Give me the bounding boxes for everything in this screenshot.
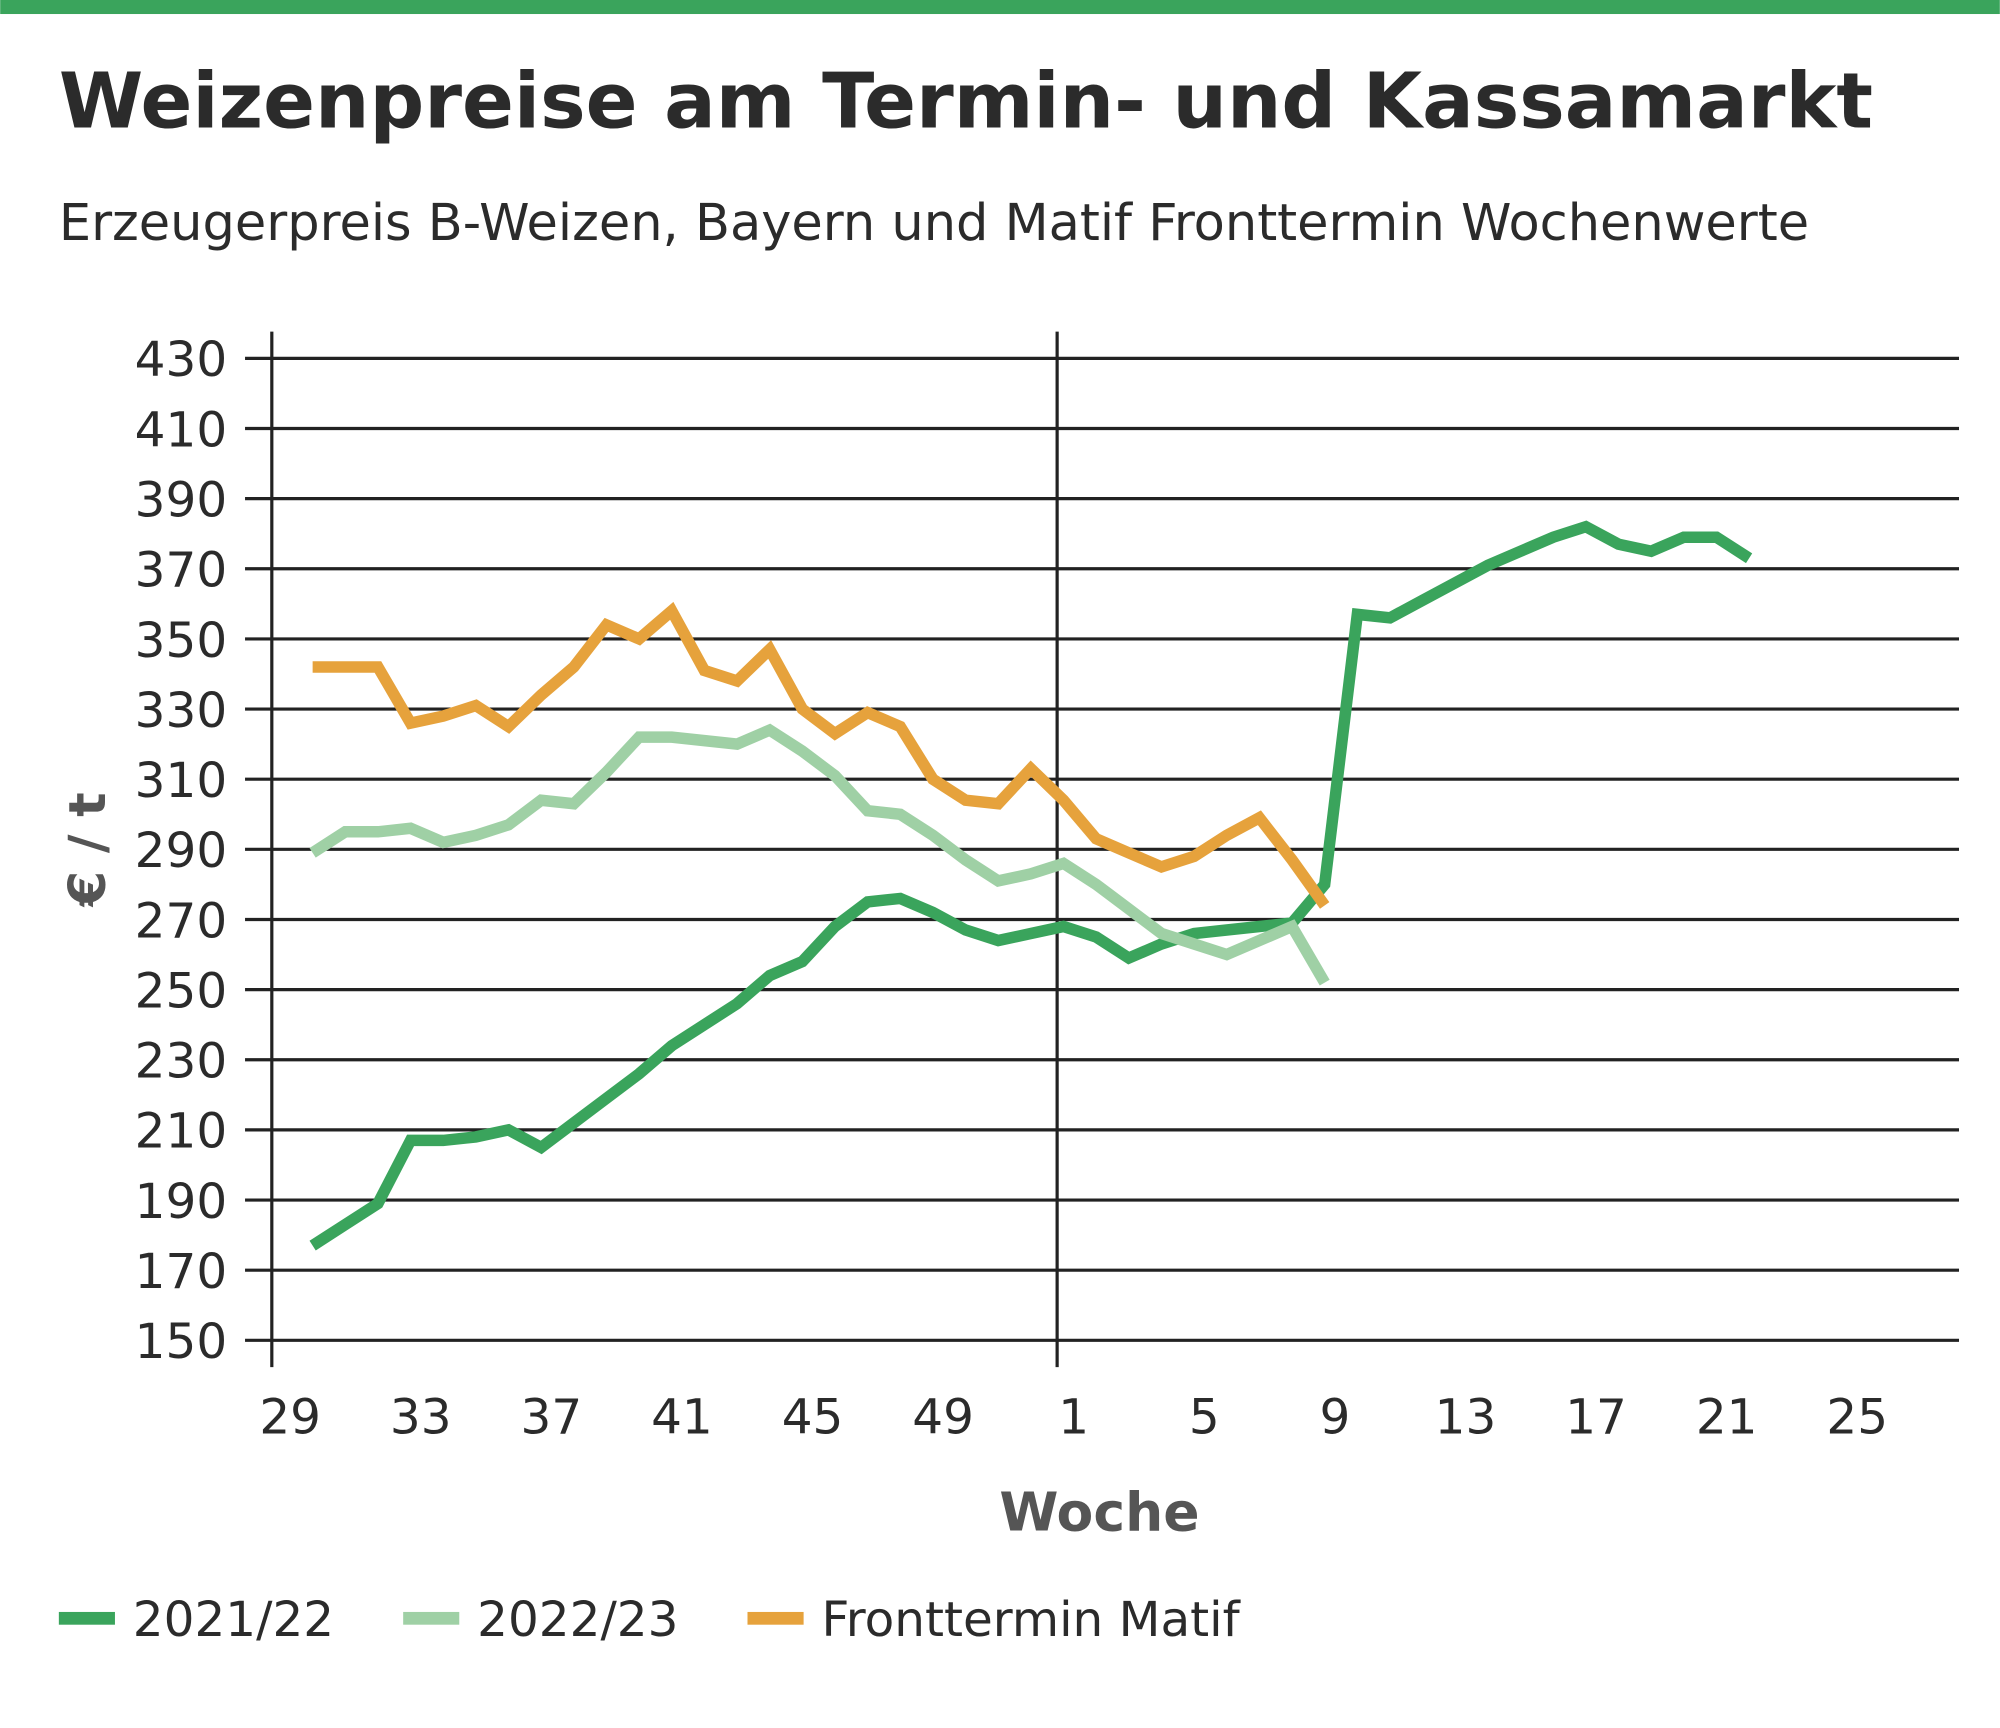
y-tick-label: 170 (135, 1244, 227, 1300)
y-tick-label: 350 (135, 613, 227, 669)
legend-label: 2022/23 (477, 1592, 678, 1648)
x-tick-label: 49 (912, 1389, 974, 1445)
x-tick-label: 17 (1565, 1389, 1627, 1445)
series-line (309, 723, 1330, 986)
chart-title: Weizenpreise am Termin- und Kassamarkt (59, 58, 1873, 147)
x-tick-label: 5 (1189, 1389, 1220, 1445)
x-tick-label: 41 (651, 1389, 713, 1445)
y-tick-label: 410 (135, 402, 227, 458)
y-tick-label: 430 (135, 332, 227, 388)
x-tick-label: 13 (1435, 1389, 1497, 1445)
x-tick-label: 21 (1696, 1389, 1758, 1445)
y-tick-label: 290 (135, 823, 227, 879)
x-tick-label: 45 (782, 1389, 844, 1445)
y-axis-label: € / t (59, 792, 118, 907)
x-tick-label: 37 (521, 1389, 583, 1445)
legend-swatch (58, 1611, 115, 1625)
legend-swatch (747, 1611, 804, 1625)
x-tick-label: 25 (1826, 1389, 1888, 1445)
y-tick-label: 230 (135, 1034, 227, 1090)
x-tick-label: 33 (390, 1389, 452, 1445)
y-tick-label: 330 (135, 683, 227, 739)
series-line (312, 601, 1330, 909)
legend-label: Fronttermin Matif (821, 1592, 1240, 1648)
legend-label: 2021/22 (133, 1592, 334, 1648)
y-tick-label: 150 (135, 1314, 227, 1370)
x-axis-label: Woche (999, 1480, 1199, 1543)
legend-swatch (403, 1611, 460, 1625)
x-tick-label: 1 (1058, 1389, 1089, 1445)
x-tick-label: 29 (259, 1389, 321, 1445)
y-tick-label: 370 (135, 543, 227, 599)
y-tick-label: 210 (135, 1104, 227, 1160)
y-tick-label: 390 (135, 472, 227, 528)
chart-subtitle: Erzeugerpreis B-Weizen, Bayern und Matif… (59, 194, 1809, 253)
x-tick-label: 9 (1319, 1389, 1350, 1445)
top-bar (0, 0, 2000, 15)
y-tick-label: 190 (135, 1174, 227, 1230)
y-tick-label: 310 (135, 753, 227, 809)
series-line (309, 520, 1753, 1251)
y-tick-label: 270 (135, 893, 227, 949)
y-tick-label: 250 (135, 963, 227, 1019)
